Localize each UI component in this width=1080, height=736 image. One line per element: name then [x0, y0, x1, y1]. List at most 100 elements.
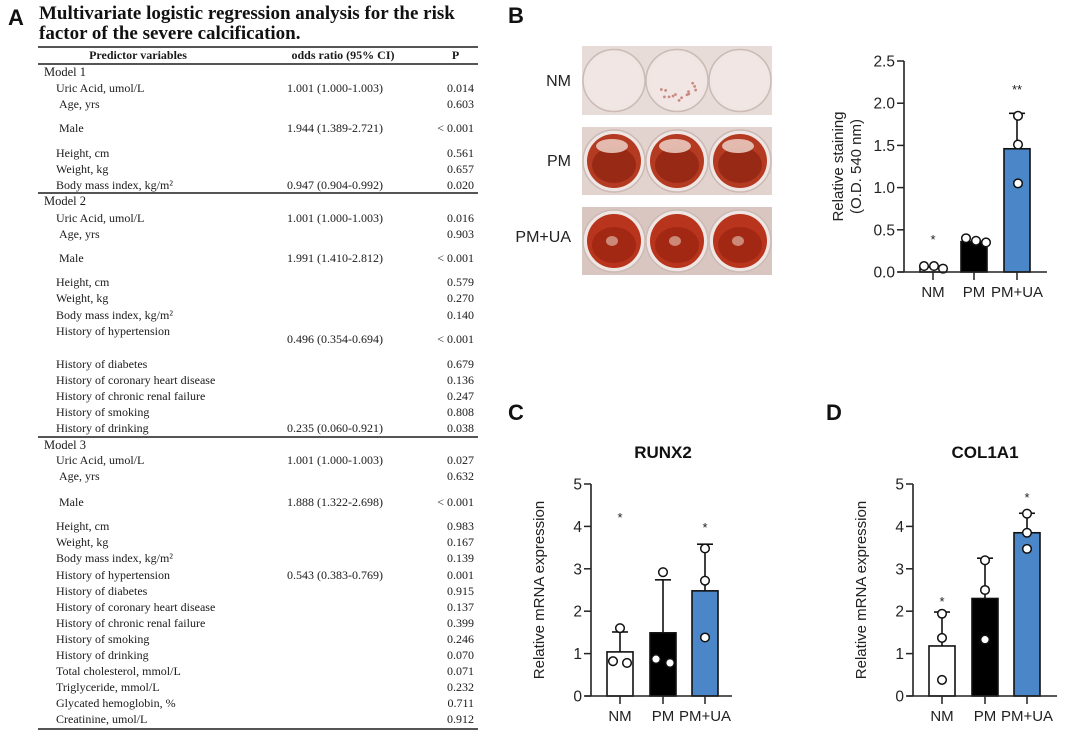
- p-value-cell: 0.603: [447, 97, 474, 111]
- bar-pm-ua: [1013, 531, 1041, 697]
- bar-pm: [971, 597, 999, 697]
- odds-ratio-cell: 1.001 (1.000-1.003): [287, 453, 383, 467]
- predictor-cell: Total cholesterol, mmol/L: [56, 664, 181, 678]
- p-value-cell: 0.140: [447, 308, 474, 322]
- p-value-cell: 0.167: [447, 535, 474, 549]
- regression-table: Predictor variables odds ratio (95% CI) P M…: [38, 0, 478, 736]
- significance-marker: *: [1024, 490, 1029, 505]
- x-tick-label: PM+UA: [991, 284, 1043, 301]
- p-value-cell: 0.139: [447, 551, 474, 565]
- data-point: [1021, 543, 1033, 554]
- odds-ratio-cell: 1.001 (1.000-1.003): [287, 81, 383, 95]
- p-value-cell: 0.399: [447, 616, 474, 630]
- p-value-cell: 0.014: [447, 81, 474, 95]
- y-axis-label: Relative mRNA expression: [853, 501, 870, 679]
- predictor-cell: Body mass index, kg/m²: [56, 178, 173, 192]
- p-value-cell: 0.561: [447, 146, 474, 160]
- data-point: [664, 657, 676, 668]
- predictor-cell: History of diabetes: [56, 357, 148, 371]
- x-tick-label: NM: [608, 708, 631, 725]
- data-point: [650, 654, 662, 665]
- predictor-cell: History of smoking: [56, 632, 150, 646]
- data-point: [1012, 139, 1024, 150]
- p-value-cell: 0.232: [447, 680, 474, 694]
- data-point: [607, 656, 619, 667]
- data-point: [979, 555, 991, 566]
- model-separator-rule: [38, 436, 478, 438]
- predictor-cell: Height, cm: [56, 519, 110, 533]
- p-value-cell: 0.915: [447, 584, 474, 598]
- bar-nm: [928, 645, 956, 697]
- y-tick-label: 4: [895, 519, 904, 536]
- predictor-cell: History of drinking: [56, 421, 149, 435]
- data-point: [970, 235, 982, 246]
- table-title-line-1: Multivariate logistic regression analysi…: [39, 3, 455, 24]
- photo-label-nm: NM: [546, 73, 571, 90]
- p-value-cell: 0.071: [447, 664, 474, 678]
- p-value-cell: 0.038: [447, 421, 474, 435]
- y-tick-label: 5: [895, 477, 904, 494]
- data-point: [918, 261, 930, 272]
- p-value-cell: 0.903: [447, 227, 474, 241]
- predictor-cell: Uric Acid, umol/L: [56, 81, 145, 95]
- significance-marker: *: [939, 594, 944, 609]
- y-tick-label: 1.5: [873, 138, 895, 155]
- predictor-cell: Uric Acid, umol/L: [56, 211, 145, 225]
- data-point: [928, 261, 940, 272]
- p-value-cell: 0.711: [447, 696, 474, 710]
- model-label: Model 2: [44, 194, 87, 208]
- predictor-cell: Male: [59, 251, 84, 265]
- predictor-cell: Weight, kg: [56, 162, 109, 176]
- p-value-cell: 0.016: [447, 211, 474, 225]
- table-header-rule: [38, 63, 478, 65]
- chart-runx2: RUNX2 Relative mRNA expression * NM PM * PM+UA…: [531, 443, 732, 725]
- data-point: [1021, 527, 1033, 538]
- table-title-line-2: factor of the severe calcification.: [39, 23, 301, 44]
- y-tick-label: 3: [895, 561, 904, 578]
- p-value-cell: < 0.001: [437, 121, 474, 135]
- data-point: [699, 575, 711, 586]
- y-tick-label: 5: [573, 477, 582, 494]
- x-tick-label: PM: [963, 284, 986, 301]
- p-value-cell: 0.983: [447, 519, 474, 533]
- odds-ratio-cell: 0.947 (0.904-0.992): [287, 178, 383, 192]
- predictor-cell: History of coronary heart disease: [56, 373, 216, 387]
- y-tick-label: 2.0: [873, 96, 895, 113]
- data-point: [979, 584, 991, 596]
- significance-marker: *: [702, 520, 707, 535]
- predictor-cell: Age, yrs: [59, 469, 100, 483]
- data-point: [1012, 178, 1024, 189]
- data-point: [657, 567, 669, 578]
- chart-col1a1: COL1A1 Relative mRNA expression * NM PM * PM+U…: [853, 443, 1057, 725]
- odds-ratio-cell: 1.991 (1.410-2.812): [287, 251, 383, 265]
- p-value-cell: 0.070: [447, 648, 474, 662]
- p-value-cell: 0.247: [447, 389, 474, 403]
- predictor-cell: History of hypertension: [56, 324, 170, 338]
- chart-title: RUNX2: [634, 443, 692, 462]
- table-title: Multivariate logistic regression analysi…: [39, 4, 479, 44]
- model-label: Model 3: [44, 438, 87, 452]
- predictor-cell: History of smoking: [56, 405, 150, 419]
- data-point: [699, 632, 711, 643]
- p-value-cell: 0.001: [447, 568, 474, 582]
- p-value-cell: 0.246: [447, 632, 474, 646]
- data-point: [936, 632, 948, 643]
- odds-ratio-cell: 0.543 (0.383-0.769): [287, 568, 383, 582]
- alizarin-red-well-photos: [582, 46, 772, 275]
- panel-letter-b: B: [508, 3, 524, 28]
- model-separator-rule: [38, 192, 478, 194]
- predictor-cell: History of chronic renal failure: [56, 389, 206, 403]
- y-axis-label: Relative mRNA expression: [531, 501, 548, 679]
- predictor-cell: History of chronic renal failure: [56, 616, 206, 630]
- data-point: [1021, 508, 1033, 519]
- y-tick-label: 0: [895, 689, 904, 706]
- p-value-cell: 0.020: [447, 178, 474, 192]
- p-value-cell: < 0.001: [437, 495, 474, 509]
- predictor-cell: Triglyceride, mmol/L: [56, 680, 160, 694]
- odds-ratio-cell: 1.944 (1.389-2.721): [287, 121, 383, 135]
- predictor-cell: Weight, kg: [56, 291, 109, 305]
- predictor-cell: History of hypertension: [56, 568, 170, 582]
- bar-pm-ua: [1003, 147, 1031, 273]
- y-tick-label: 0.0: [873, 265, 895, 282]
- p-value-cell: 0.632: [447, 469, 474, 483]
